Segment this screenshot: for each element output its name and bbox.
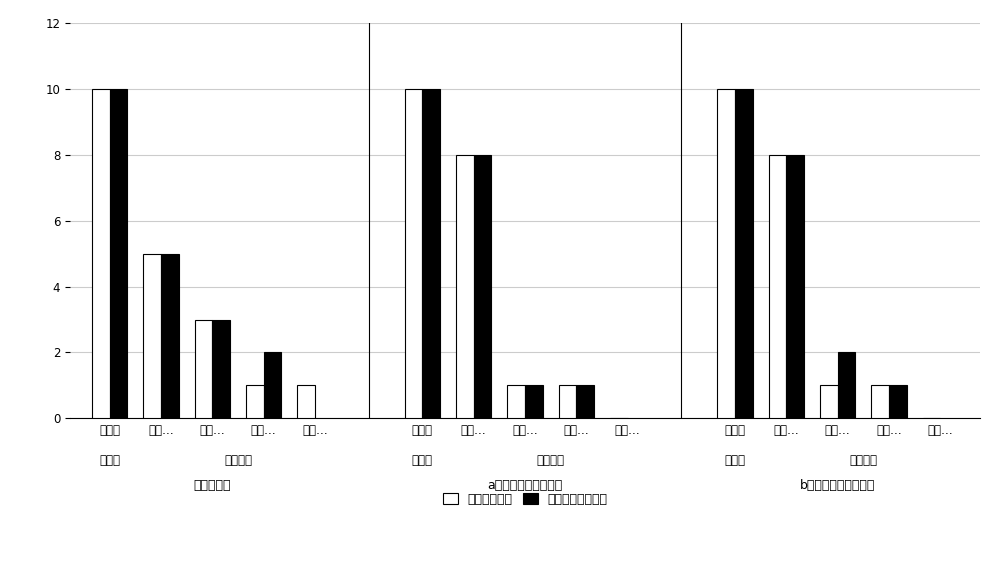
Text: 普通载玻片: 普通载玻片 bbox=[194, 479, 231, 493]
Bar bbox=[576, 385, 594, 418]
Bar bbox=[838, 353, 855, 418]
Bar bbox=[405, 89, 422, 418]
Bar bbox=[456, 155, 474, 418]
Bar bbox=[246, 385, 264, 418]
Bar bbox=[559, 385, 576, 418]
Legend: 宫颈组织染色, 宫颈脱落细胞染色: 宫颈组织染色, 宫颈脱落细胞染色 bbox=[438, 488, 612, 511]
Text: 脱片情况: 脱片情况 bbox=[849, 454, 877, 468]
Text: 贴片数: 贴片数 bbox=[724, 454, 746, 468]
Bar bbox=[717, 89, 735, 418]
Bar bbox=[525, 385, 543, 418]
Bar bbox=[889, 385, 907, 418]
Bar bbox=[212, 320, 230, 418]
Text: a公司防脱载玻片产品: a公司防脱载玻片产品 bbox=[487, 479, 563, 493]
Bar bbox=[110, 89, 127, 418]
Bar bbox=[769, 155, 786, 418]
Bar bbox=[507, 385, 525, 418]
Text: 脱片情况: 脱片情况 bbox=[224, 454, 252, 468]
Bar bbox=[422, 89, 440, 418]
Text: 脱片情况: 脱片情况 bbox=[537, 454, 565, 468]
Text: 贴片数: 贴片数 bbox=[412, 454, 433, 468]
Text: 贴片数: 贴片数 bbox=[99, 454, 120, 468]
Bar bbox=[297, 385, 315, 418]
Bar bbox=[264, 353, 281, 418]
Bar bbox=[786, 155, 804, 418]
Bar bbox=[92, 89, 110, 418]
Bar bbox=[735, 89, 753, 418]
Bar bbox=[195, 320, 212, 418]
Bar bbox=[474, 155, 491, 418]
Bar bbox=[161, 254, 179, 418]
Bar bbox=[871, 385, 889, 418]
Text: b公司防脱载玻片产品: b公司防脱载玻片产品 bbox=[800, 479, 875, 493]
Bar bbox=[143, 254, 161, 418]
Bar bbox=[820, 385, 838, 418]
